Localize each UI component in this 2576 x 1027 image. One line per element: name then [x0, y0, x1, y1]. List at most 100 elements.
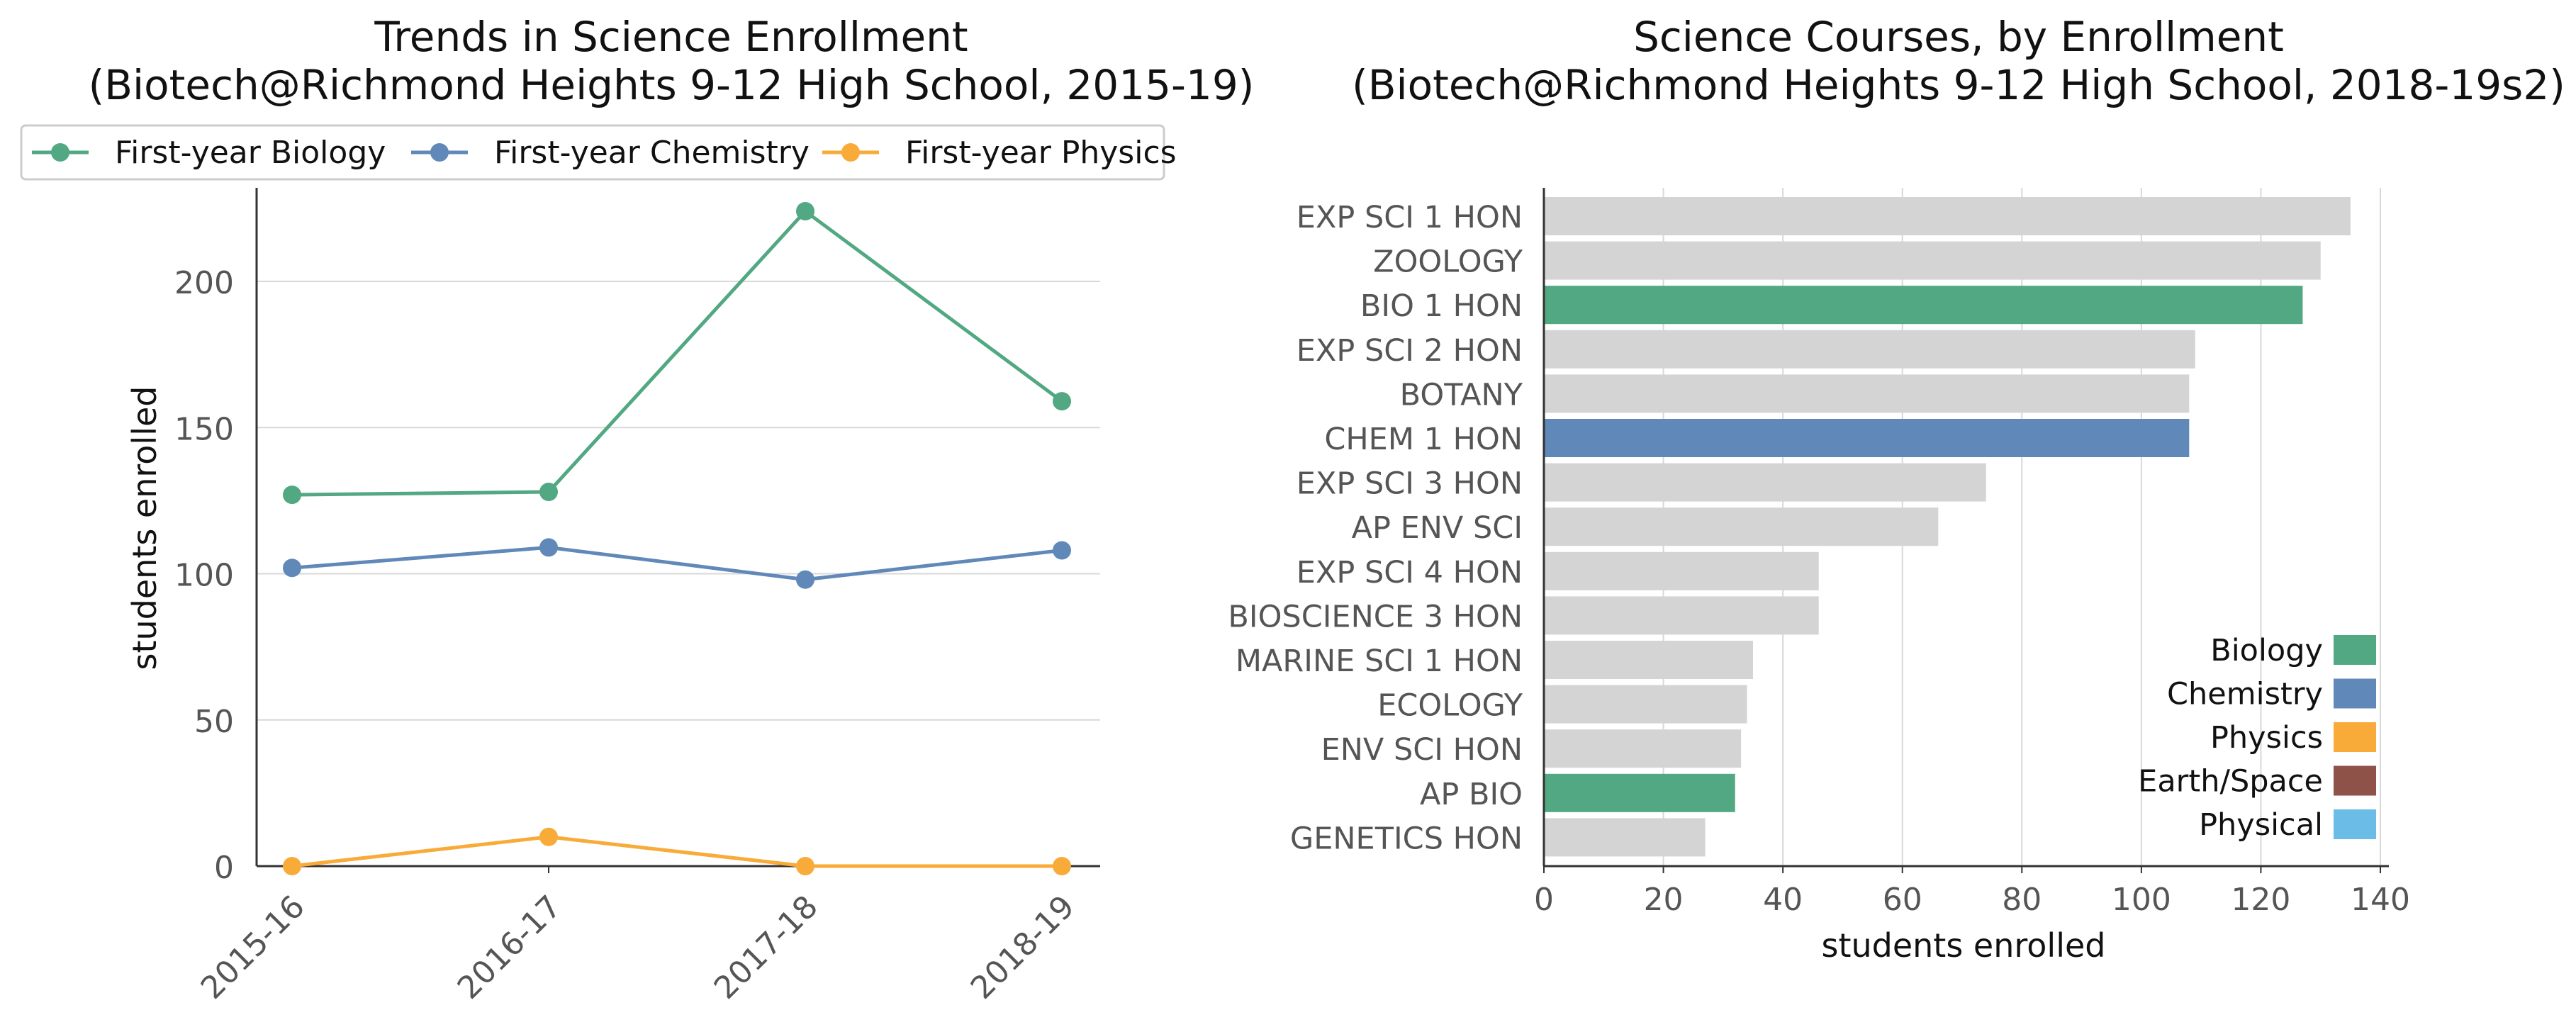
bar-chart-legend-label: Chemistry	[2167, 677, 2323, 712]
bar-chart-category-label: CHEM 1 HON	[1324, 422, 1523, 457]
line-series-point	[796, 202, 814, 220]
line-series-point	[796, 857, 814, 875]
bar-chart-x-tick-label: 140	[2351, 882, 2410, 918]
line-chart-y-tick-label: 200	[174, 265, 234, 301]
bar	[1544, 463, 1986, 502]
line-series-line	[291, 208, 1063, 497]
bar-chart-x-tick-label: 40	[1763, 882, 1803, 918]
bar-chart-x-tick-label: 60	[1883, 882, 1922, 918]
bar	[1544, 596, 1819, 635]
line-chart-axes	[255, 188, 1100, 873]
bar	[1544, 729, 1742, 768]
line-series-point	[283, 486, 301, 505]
line-chart-y-tick-label: 150	[174, 411, 234, 447]
bar-chart-category-labels: EXP SCI 1 HON ZOOLOGY BIO 1 HON EXP SCI 2 H…	[1228, 200, 1523, 856]
line-series-point	[1053, 541, 1071, 560]
line-chart-x-tick-label: 2015-16	[194, 889, 312, 1006]
bar-chart-category-label: GENETICS HON	[1290, 821, 1523, 856]
line-chart-y-tick-label: 100	[174, 558, 234, 594]
bar-chart-category-label: AP ENV SCI	[1352, 510, 1523, 546]
bar-chart-category-label: EXP SCI 1 HON	[1297, 200, 1523, 235]
line-chart-y-axis-label: students enrolled	[125, 386, 164, 670]
bar-chart-legend-entry: Chemistry	[2167, 677, 2376, 712]
bar-chart-category-label: AP BIO	[1420, 777, 1523, 812]
bar	[1544, 374, 2190, 413]
bar-chart-x-tick-label: 80	[2002, 882, 2042, 918]
bar	[1544, 773, 1735, 812]
legend-color-swatch	[2334, 635, 2376, 665]
line-series-point	[1053, 392, 1071, 411]
bar	[1544, 241, 2321, 280]
line-series-2	[283, 538, 1071, 589]
line-series-point	[539, 483, 558, 501]
line-chart-legend-label: First-year Biology	[115, 135, 386, 171]
bar-chart-category-label: MARINE SCI 1 HON	[1236, 644, 1523, 679]
bar-chart-x-tick-label: 20	[1644, 882, 1684, 918]
bar-chart-legend-label: Biology	[2210, 633, 2323, 668]
bar-chart-x-tick-label: 120	[2231, 882, 2290, 918]
bar-chart-category-label: ECOLOGY	[1377, 688, 1523, 724]
bar-chart-x-tick-label: 0	[1534, 882, 1554, 918]
line-series-line	[291, 835, 1062, 868]
bar	[1544, 641, 1753, 679]
bar-chart-category-label: EXP SCI 2 HON	[1297, 333, 1523, 369]
bar-chart-x-tick-label: 100	[2112, 882, 2171, 918]
line-chart-y-tick-label: 0	[214, 850, 234, 886]
bar	[1544, 197, 2351, 235]
line-chart-series	[283, 202, 1071, 875]
line-series-point	[539, 827, 558, 846]
line-chart-legend-label: First-year Chemistry	[494, 135, 810, 171]
line-series-3	[283, 827, 1071, 875]
line-series-point	[1053, 857, 1071, 875]
bar	[1544, 419, 2190, 457]
line-chart-legend-entry: First-year Physics	[822, 135, 1177, 171]
line-chart-title-line2: (Biotech@Richmond Heights 9-12 High Scho…	[89, 61, 1255, 109]
bar	[1544, 507, 1939, 546]
line-chart-x-tick-label: 2017-18	[707, 889, 825, 1006]
bar-chart-category-label: EXP SCI 3 HON	[1297, 466, 1523, 502]
line-series-point	[283, 559, 301, 578]
bar	[1544, 330, 2195, 369]
legend-color-swatch	[2334, 678, 2376, 709]
bar-chart-axes	[1542, 188, 2389, 873]
line-series-1	[283, 202, 1071, 505]
bar-chart-legend-entry: Earth/Space	[2138, 764, 2376, 799]
bar-chart-category-label: BIOSCIENCE 3 HON	[1228, 599, 1523, 634]
bar-chart-legend-entry: Physics	[2210, 720, 2376, 756]
bar-chart: Science Courses, by Enrollment (Biotech@…	[1228, 13, 2565, 965]
line-chart-title-line1: Trends in Science Enrollment	[374, 13, 968, 61]
bar-chart-x-tick-labels: 0 20 40 60 80 100 120 140	[1534, 882, 2410, 918]
bar-chart-category-label: ENV SCI HON	[1321, 732, 1523, 768]
bar-chart-legend: Biology Chemistry Physics Earth/Space Physic…	[2138, 633, 2376, 843]
bar-chart-legend-label: Earth/Space	[2138, 764, 2323, 799]
line-chart-legend-entry: First-year Chemistry	[411, 135, 810, 171]
line-chart-gridlines	[257, 281, 1100, 721]
bar-chart-title-line1: Science Courses, by Enrollment	[1633, 13, 2284, 61]
bar-chart-legend-entry: Biology	[2210, 633, 2376, 668]
line-chart-x-tick-labels: 2015-16 2016-17 2017-18 2018-19	[194, 889, 1082, 1006]
line-chart-legend-label: First-year Physics	[905, 135, 1177, 171]
line-chart: Trends in Science Enrollment (Biotech@Ri…	[20, 13, 1255, 1006]
legend-marker	[51, 143, 69, 162]
bar	[1544, 286, 2303, 325]
bar-chart-x-axis-label: students enrolled	[1822, 926, 2106, 965]
bar-chart-title-line2: (Biotech@Richmond Heights 9-12 High Scho…	[1352, 61, 2565, 109]
legend-marker	[430, 143, 449, 162]
line-series-point	[796, 570, 814, 589]
line-series-point	[283, 857, 301, 875]
line-series-line	[291, 545, 1063, 582]
bar-chart-legend-label: Physics	[2210, 720, 2323, 756]
line-chart-legend-frame	[20, 124, 1165, 181]
line-chart-y-tick-labels: 0 50 100 150 200	[174, 265, 234, 886]
legend-color-swatch	[2334, 809, 2376, 839]
bar-chart-legend-entry: Physical	[2199, 807, 2376, 843]
bar-chart-category-label: BOTANY	[1400, 377, 1523, 413]
line-chart-x-tick-label: 2016-17	[451, 889, 569, 1006]
line-chart-legend: First-year Biology First-year Chemistry Fi…	[20, 124, 1177, 181]
bar-chart-legend-label: Physical	[2199, 807, 2323, 843]
legend-color-swatch	[2334, 722, 2376, 752]
bar-chart-category-label: BIO 1 HON	[1360, 288, 1523, 324]
bar	[1544, 818, 1706, 857]
